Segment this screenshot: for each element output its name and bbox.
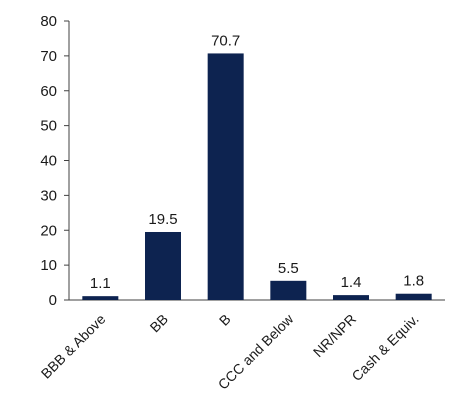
y-tick-label: 70 — [40, 48, 57, 65]
category-label: BBB & Above — [38, 311, 109, 382]
bars — [82, 53, 432, 301]
data-label: 70.7 — [211, 32, 240, 49]
y-tick-label: 0 — [49, 292, 57, 309]
y-tick-label: 40 — [40, 153, 57, 170]
y-tick-label: 20 — [40, 222, 57, 239]
y-axis: 0 10 20 30 40 50 60 70 80 — [40, 13, 70, 309]
bar — [395, 293, 432, 300]
y-tick-label: 10 — [40, 257, 57, 274]
y-tick-label: 60 — [40, 83, 57, 100]
bar — [333, 295, 369, 300]
category-label: B — [216, 311, 234, 329]
category-label: NR/NPR — [310, 311, 359, 360]
data-label: 5.5 — [278, 260, 299, 277]
category-label: Cash & Equiv. — [348, 311, 421, 384]
data-label: 19.5 — [148, 211, 177, 228]
y-tick-label: 30 — [40, 187, 57, 204]
bar — [270, 280, 307, 300]
bar — [207, 53, 244, 301]
category-label: BB — [147, 311, 172, 336]
bar — [145, 231, 181, 300]
y-tick-label: 80 — [40, 13, 57, 30]
data-labels: 1.1 19.5 70.7 5.5 1.4 1.8 — [90, 32, 424, 292]
data-label: 1.8 — [403, 273, 424, 290]
y-tick-label: 50 — [40, 118, 57, 135]
data-label: 1.1 — [90, 275, 111, 292]
data-label: 1.4 — [341, 274, 362, 291]
bar — [82, 296, 119, 300]
